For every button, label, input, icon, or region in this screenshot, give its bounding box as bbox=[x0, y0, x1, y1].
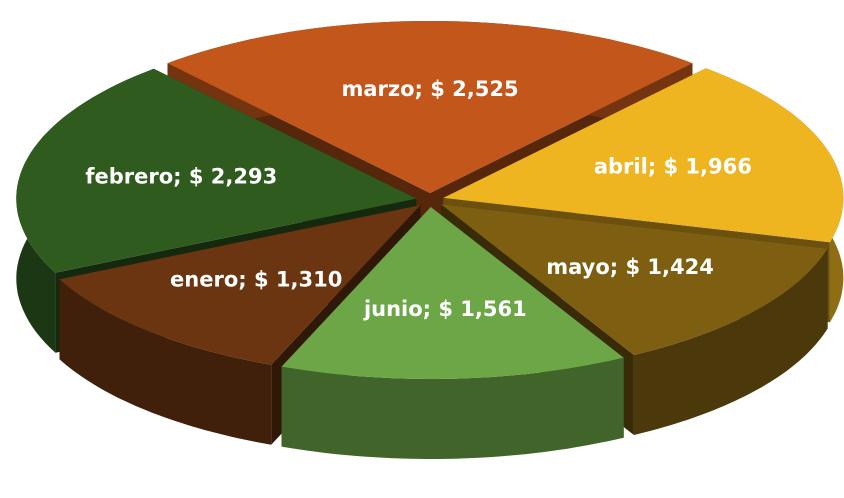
slice-top bbox=[16, 68, 417, 273]
slice-top bbox=[443, 68, 844, 243]
slice-top bbox=[441, 204, 828, 355]
slice bbox=[281, 207, 624, 459]
slice-side bbox=[633, 248, 828, 435]
data-label: febrero; $ 2,293 bbox=[85, 165, 277, 189]
slice-top bbox=[167, 21, 693, 193]
slice-side bbox=[59, 279, 272, 445]
slice-side bbox=[281, 357, 624, 459]
slice-top bbox=[281, 207, 624, 379]
data-label: junio; $ 1,561 bbox=[363, 297, 527, 321]
data-label: abril; $ 1,966 bbox=[594, 155, 752, 179]
data-label: mayo; $ 1,424 bbox=[546, 255, 714, 279]
data-label: marzo; $ 2,525 bbox=[341, 77, 518, 101]
data-label: enero; $ 1,310 bbox=[170, 267, 342, 291]
slice-top bbox=[59, 205, 421, 365]
